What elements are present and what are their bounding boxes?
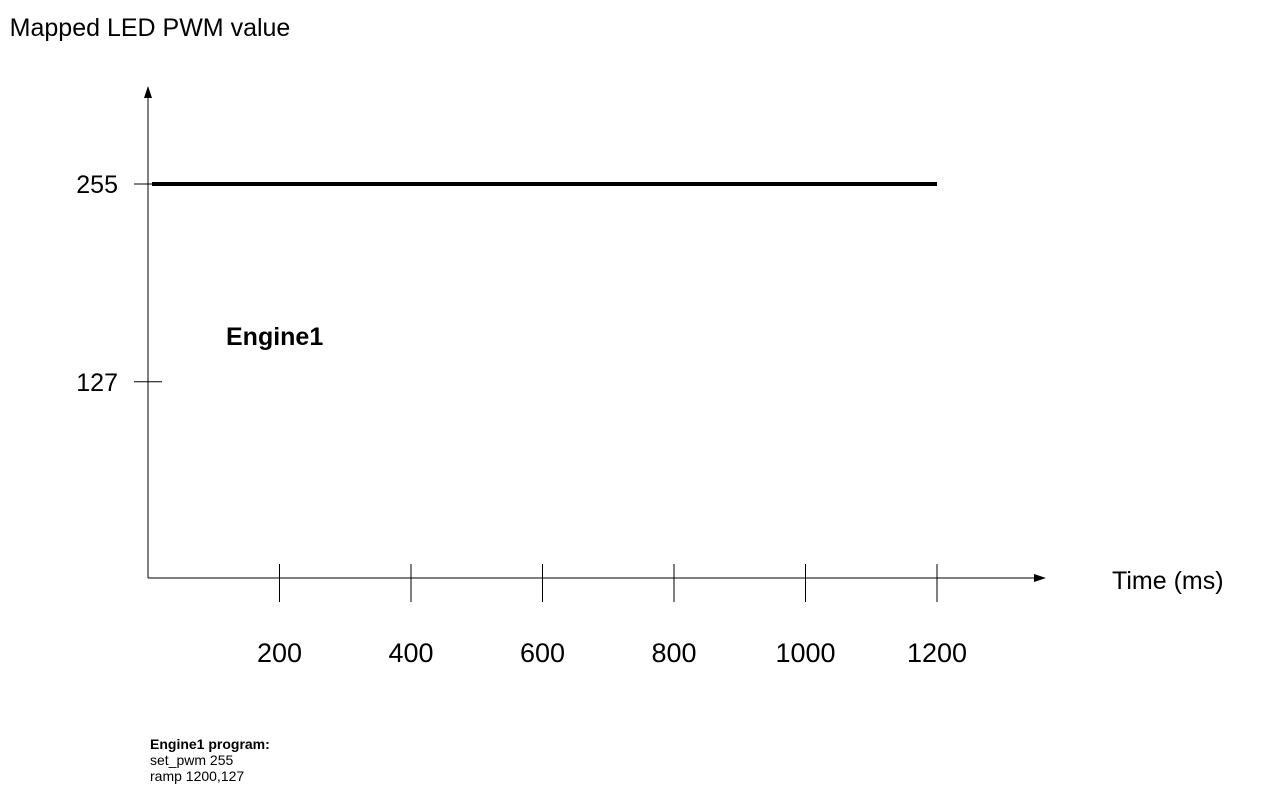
series-layer: Engine1 (152, 182, 937, 351)
program-listing: Engine1 program: set_pwm 255 ramp 1200,1… (150, 736, 270, 784)
y-axis-arrow (144, 86, 152, 98)
x-tick-label-800: 800 (651, 638, 696, 668)
axes (144, 86, 1046, 582)
program-title: Engine1 program: (150, 736, 270, 752)
series-label-engine1: Engine1 (226, 323, 323, 351)
x-tick-label-600: 600 (520, 638, 565, 668)
x-tick-label-1000: 1000 (775, 638, 835, 668)
ticks: 200 400 600 800 1000 1200 127 255 (76, 171, 967, 668)
y-tick-label-255: 255 (76, 171, 118, 199)
program-line-1: set_pwm 255 (150, 752, 234, 768)
y-tick-label-127: 127 (76, 369, 118, 397)
x-tick-label-200: 200 (257, 638, 302, 668)
program-line-2: ramp 1200,127 (150, 768, 245, 784)
x-axis-title: Time (ms) (1112, 567, 1224, 595)
x-tick-label-1200: 1200 (907, 638, 967, 668)
x-axis-arrow (1034, 574, 1046, 582)
x-tick-label-400: 400 (388, 638, 433, 668)
chart-svg: 200 400 600 800 1000 1200 127 255 Engine1 (76, 86, 1046, 668)
y-axis-title: Mapped LED PWM value (9, 14, 291, 42)
